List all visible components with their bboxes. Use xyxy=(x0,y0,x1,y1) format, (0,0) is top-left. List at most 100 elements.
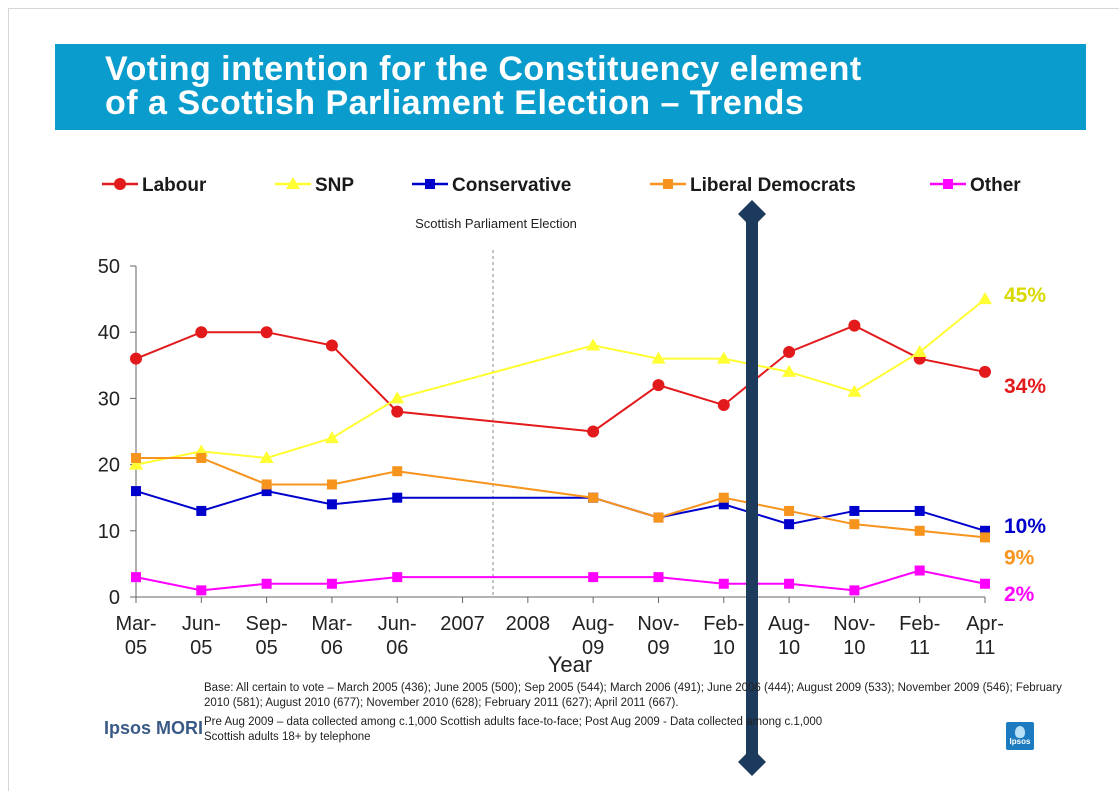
y-tick-label: 40 xyxy=(98,322,120,344)
data-point-conservative xyxy=(914,505,925,516)
data-point-other xyxy=(392,572,403,583)
data-point-snp xyxy=(716,351,731,364)
end-label-liberal-democrats: 9% xyxy=(1004,546,1035,569)
end-label-conservative: 10% xyxy=(1004,515,1046,538)
data-point-labour xyxy=(979,365,991,378)
y-tick-label: 0 xyxy=(109,587,120,609)
data-point-snp xyxy=(586,338,601,351)
end-labels: 34% 45% 10% 9% 2% xyxy=(1004,284,1046,606)
y-axis: 0 10 20 30 40 50 xyxy=(98,256,137,609)
data-point-liberal-democrats xyxy=(849,519,860,530)
legend-label-snp: SNP xyxy=(315,175,354,196)
legend-marker-snp xyxy=(286,177,300,189)
data-point-labour xyxy=(783,346,796,359)
legend-marker-other xyxy=(943,179,953,189)
legend-marker-labour xyxy=(114,178,126,190)
y-tick-label: 20 xyxy=(98,455,120,477)
legend-marker-liberal-democrats xyxy=(663,179,673,189)
page-border xyxy=(8,8,1119,791)
data-point-other xyxy=(326,578,337,589)
data-point-conservative xyxy=(392,492,403,503)
data-point-liberal-democrats xyxy=(718,492,729,503)
data-point-labour xyxy=(848,319,861,332)
data-point-labour xyxy=(587,425,600,438)
series-labour xyxy=(130,319,991,438)
series-line-snp xyxy=(135,298,986,466)
data-point-liberal-democrats xyxy=(914,525,925,536)
data-point-liberal-democrats xyxy=(261,479,272,490)
y-tick-label: 10 xyxy=(98,521,120,543)
x-tick-label: Nov-10 xyxy=(833,613,875,659)
x-tick-label: Sep-05 xyxy=(245,613,287,659)
slider-bar[interactable] xyxy=(738,200,766,776)
x-tick-label: Nov-09 xyxy=(637,613,679,659)
footnote-base: Base: All certain to vote – March 2005 (… xyxy=(204,682,1062,709)
slider-bar-track[interactable] xyxy=(746,222,758,758)
data-point-conservative xyxy=(131,486,141,497)
data-point-liberal-democrats xyxy=(131,452,141,463)
data-point-labour xyxy=(260,326,273,339)
data-point-labour xyxy=(717,399,730,412)
legend-item-other: Other xyxy=(930,175,1021,196)
title-line-2: of a Scottish Parliament Election – Tren… xyxy=(105,84,805,122)
data-point-conservative xyxy=(784,519,795,530)
data-point-snp xyxy=(259,450,274,463)
end-label-snp: 45% xyxy=(1004,284,1046,307)
data-point-other xyxy=(718,578,729,589)
data-point-conservative xyxy=(980,525,990,536)
end-label-other: 2% xyxy=(1004,583,1035,606)
x-axis: Mar-05 Jun-05 Sep-05 Mar-06 Jun-06 2007 2008 Au… xyxy=(115,596,1004,659)
data-point-labour xyxy=(325,339,338,352)
legend-item-conservative: Conservative xyxy=(412,175,571,196)
series-line-other xyxy=(135,569,986,592)
data-point-other xyxy=(980,578,990,589)
ipsos-logo-icon: Ipsos xyxy=(1006,722,1034,750)
election-annotation-label: Scottish Parliament Election xyxy=(415,216,577,231)
y-tick-label: 30 xyxy=(98,388,120,410)
slider-bar-bottom-handle[interactable] xyxy=(738,748,766,776)
series-snp xyxy=(129,292,992,470)
page-title: Voting intention for the Constituency el… xyxy=(105,52,1065,120)
data-point-liberal-democrats xyxy=(784,505,795,516)
data-point-labour xyxy=(195,326,208,339)
x-tick-label: Mar-05 xyxy=(115,613,156,659)
x-tick-label: 2008 xyxy=(506,613,551,635)
data-point-other xyxy=(653,572,664,583)
data-point-liberal-democrats xyxy=(326,479,337,490)
series-group xyxy=(129,292,992,596)
data-point-labour xyxy=(130,352,142,365)
data-point-other xyxy=(261,578,272,589)
x-tick-label: Mar-06 xyxy=(311,613,352,659)
ipsos-mori-logo: Ipsos MORI xyxy=(104,718,204,738)
chart-legend: Labour SNP Conservative Liberal Democrats Ot… xyxy=(102,175,1021,196)
x-tick-label: Feb-11 xyxy=(899,613,940,659)
slider-bar-top-handle[interactable] xyxy=(738,200,766,228)
legend-label-labour: Labour xyxy=(142,175,207,196)
data-point-snp xyxy=(978,292,992,305)
data-point-snp xyxy=(129,457,143,470)
data-point-liberal-democrats xyxy=(653,512,664,523)
data-point-liberal-democrats xyxy=(392,466,403,477)
data-point-labour xyxy=(391,405,404,418)
data-point-other xyxy=(914,565,925,576)
data-point-conservative xyxy=(849,505,860,516)
series-line-liberal-democrats xyxy=(136,456,986,539)
x-tick-label: Feb-10 xyxy=(703,613,744,659)
data-point-other xyxy=(849,585,860,596)
data-point-snp xyxy=(390,391,405,404)
x-tick-label: Jun-05 xyxy=(182,613,221,659)
data-point-snp xyxy=(651,351,666,364)
legend-label-other: Other xyxy=(970,175,1021,196)
legend-label-liberal-democrats: Liberal Democrats xyxy=(690,175,856,196)
data-point-snp xyxy=(912,345,927,358)
title-line-1: Voting intention for the Constituency el… xyxy=(105,50,862,88)
footnote-method: Pre Aug 2009 – data collected among c.1,… xyxy=(204,716,823,743)
series-line-labour xyxy=(135,324,986,433)
legend-marker-conservative xyxy=(425,179,435,189)
x-tick-label: Apr-11 xyxy=(966,613,1004,659)
data-point-snp xyxy=(782,364,797,377)
x-tick-label: Jun-06 xyxy=(378,613,417,659)
legend-item-snp: SNP xyxy=(275,175,354,196)
legend-item-labour: Labour xyxy=(102,175,207,196)
